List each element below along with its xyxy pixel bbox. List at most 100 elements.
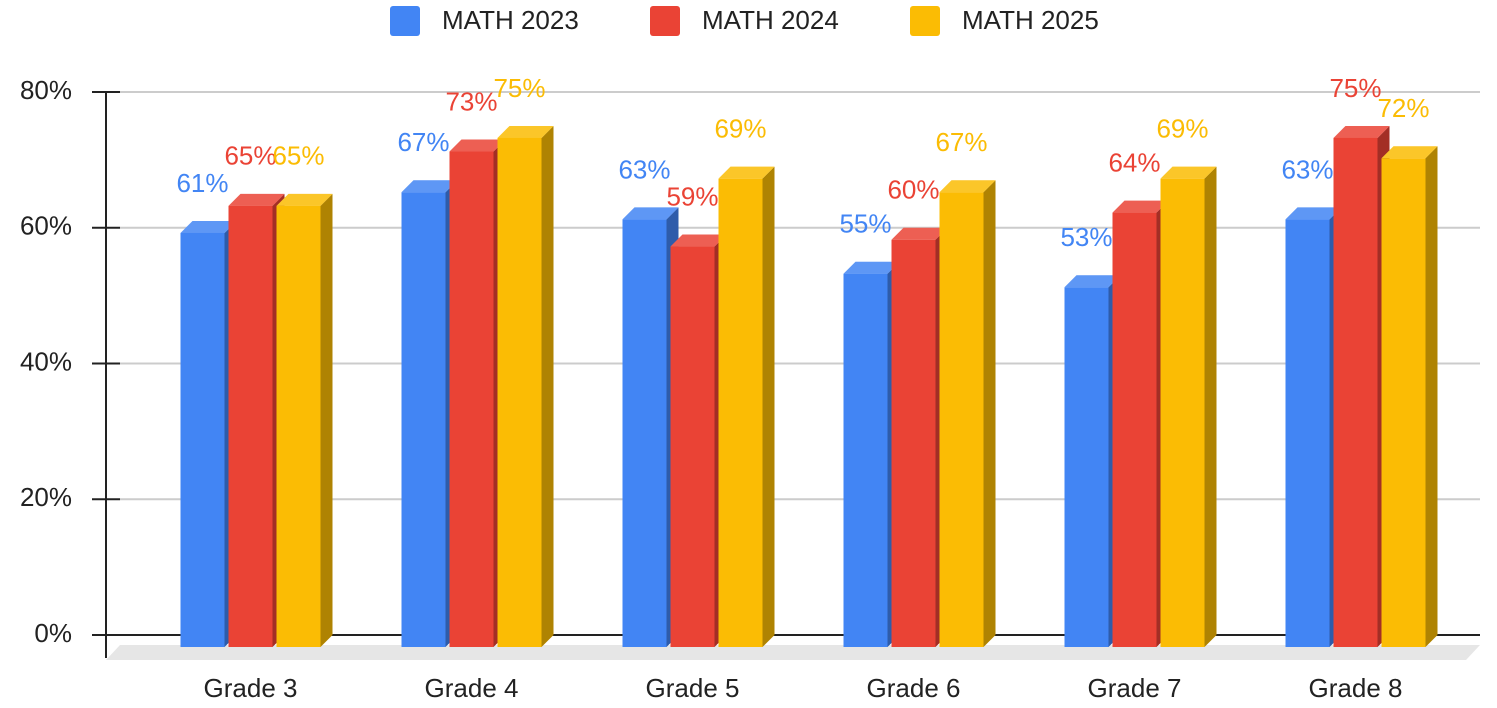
y-tick-label: 40% (20, 346, 72, 376)
bar-top (718, 166, 775, 179)
x-tick-label: Grade 5 (646, 673, 740, 703)
bar (1064, 287, 1109, 647)
data-label: 67% (397, 127, 449, 157)
bar-side (541, 125, 554, 647)
data-label: 69% (714, 114, 766, 144)
x-tick-label: Grade 6 (867, 673, 961, 703)
bar-top (180, 220, 237, 233)
bar-top (449, 139, 506, 152)
bar-side-shade (320, 193, 333, 647)
y-tick-label: 20% (20, 482, 72, 512)
bar-top-shade (1112, 200, 1169, 213)
bar-side-shade (1425, 146, 1438, 648)
bar-top-shade (718, 166, 775, 179)
bar (276, 205, 321, 647)
bar (939, 192, 984, 648)
bar-top (497, 125, 554, 138)
bar-top (939, 180, 996, 193)
bar (670, 246, 715, 647)
bar (843, 273, 888, 647)
data-label: 60% (887, 175, 939, 205)
bar-top-shade (228, 193, 285, 206)
bar (228, 205, 273, 647)
data-label: 65% (224, 141, 276, 171)
bar-top-shade (1333, 125, 1390, 138)
bar-top (891, 227, 948, 240)
bar-side (320, 193, 333, 647)
bar (718, 178, 763, 647)
data-label: 63% (618, 154, 670, 184)
data-label: 64% (1108, 147, 1160, 177)
data-label: 59% (666, 181, 718, 211)
x-tick-label: Grade 3 (204, 673, 298, 703)
bar-top (1064, 275, 1121, 288)
legend-swatch (650, 6, 680, 36)
legend-label: MATH 2025 (962, 5, 1099, 35)
data-label: 63% (1281, 154, 1333, 184)
bar (891, 239, 936, 647)
x-tick-label: Grade 8 (1309, 673, 1403, 703)
bar (497, 137, 542, 647)
bar-top (670, 234, 727, 247)
data-label: 72% (1377, 93, 1429, 123)
x-tick-label: Grade 4 (425, 673, 519, 703)
y-tick-label: 60% (20, 211, 72, 241)
bar-side-shade (541, 125, 554, 647)
data-label: 55% (839, 209, 891, 239)
bar-top-shade (843, 261, 900, 274)
bar (449, 151, 494, 647)
bar-side-shade (983, 180, 996, 648)
bar-top (1160, 166, 1217, 179)
data-label: 65% (272, 141, 324, 171)
bar-top (401, 180, 458, 193)
bar-top (276, 193, 333, 206)
data-label: 69% (1156, 114, 1208, 144)
bar-side (983, 180, 996, 648)
bar-top-shade (497, 125, 554, 138)
bar-top (622, 207, 679, 220)
data-label: 75% (493, 73, 545, 103)
bar-top-shade (276, 193, 333, 206)
y-tick-label: 0% (34, 618, 72, 648)
bar-top-shade (670, 234, 727, 247)
legend-label: MATH 2023 (442, 5, 579, 35)
data-label: 67% (935, 127, 987, 157)
bar (1112, 212, 1157, 647)
bar-top (228, 193, 285, 206)
bar-top-shade (1381, 146, 1438, 159)
bar (622, 219, 667, 647)
bar (1160, 178, 1205, 647)
bar-top-shade (1160, 166, 1217, 179)
bar-top-shade (891, 227, 948, 240)
bar (1381, 158, 1426, 648)
legend-swatch (390, 6, 420, 36)
bar-top-shade (449, 139, 506, 152)
bar-top-shade (622, 207, 679, 220)
y-tick-label: 80% (20, 75, 72, 105)
bar (401, 192, 446, 648)
bar-top (1112, 200, 1169, 213)
bar-top-shade (1285, 207, 1342, 220)
floor (106, 645, 1480, 660)
legend-swatch (910, 6, 940, 36)
data-label: 61% (176, 168, 228, 198)
bar-top (1333, 125, 1390, 138)
bar-top (1285, 207, 1342, 220)
bar (1285, 219, 1330, 647)
bar-top (1381, 146, 1438, 159)
legend-label: MATH 2024 (702, 5, 839, 35)
bar-top-shade (180, 220, 237, 233)
data-label: 73% (445, 86, 497, 116)
bar-side (762, 166, 775, 647)
bar-top-shade (1064, 275, 1121, 288)
bar (180, 232, 225, 647)
bar-side (1204, 166, 1217, 647)
bar (1333, 137, 1378, 647)
bar-side-shade (762, 166, 775, 647)
data-label: 53% (1060, 222, 1112, 252)
data-label: 75% (1329, 73, 1381, 103)
x-tick-label: Grade 7 (1088, 673, 1182, 703)
bar-top-shade (939, 180, 996, 193)
bar-side-shade (1204, 166, 1217, 647)
